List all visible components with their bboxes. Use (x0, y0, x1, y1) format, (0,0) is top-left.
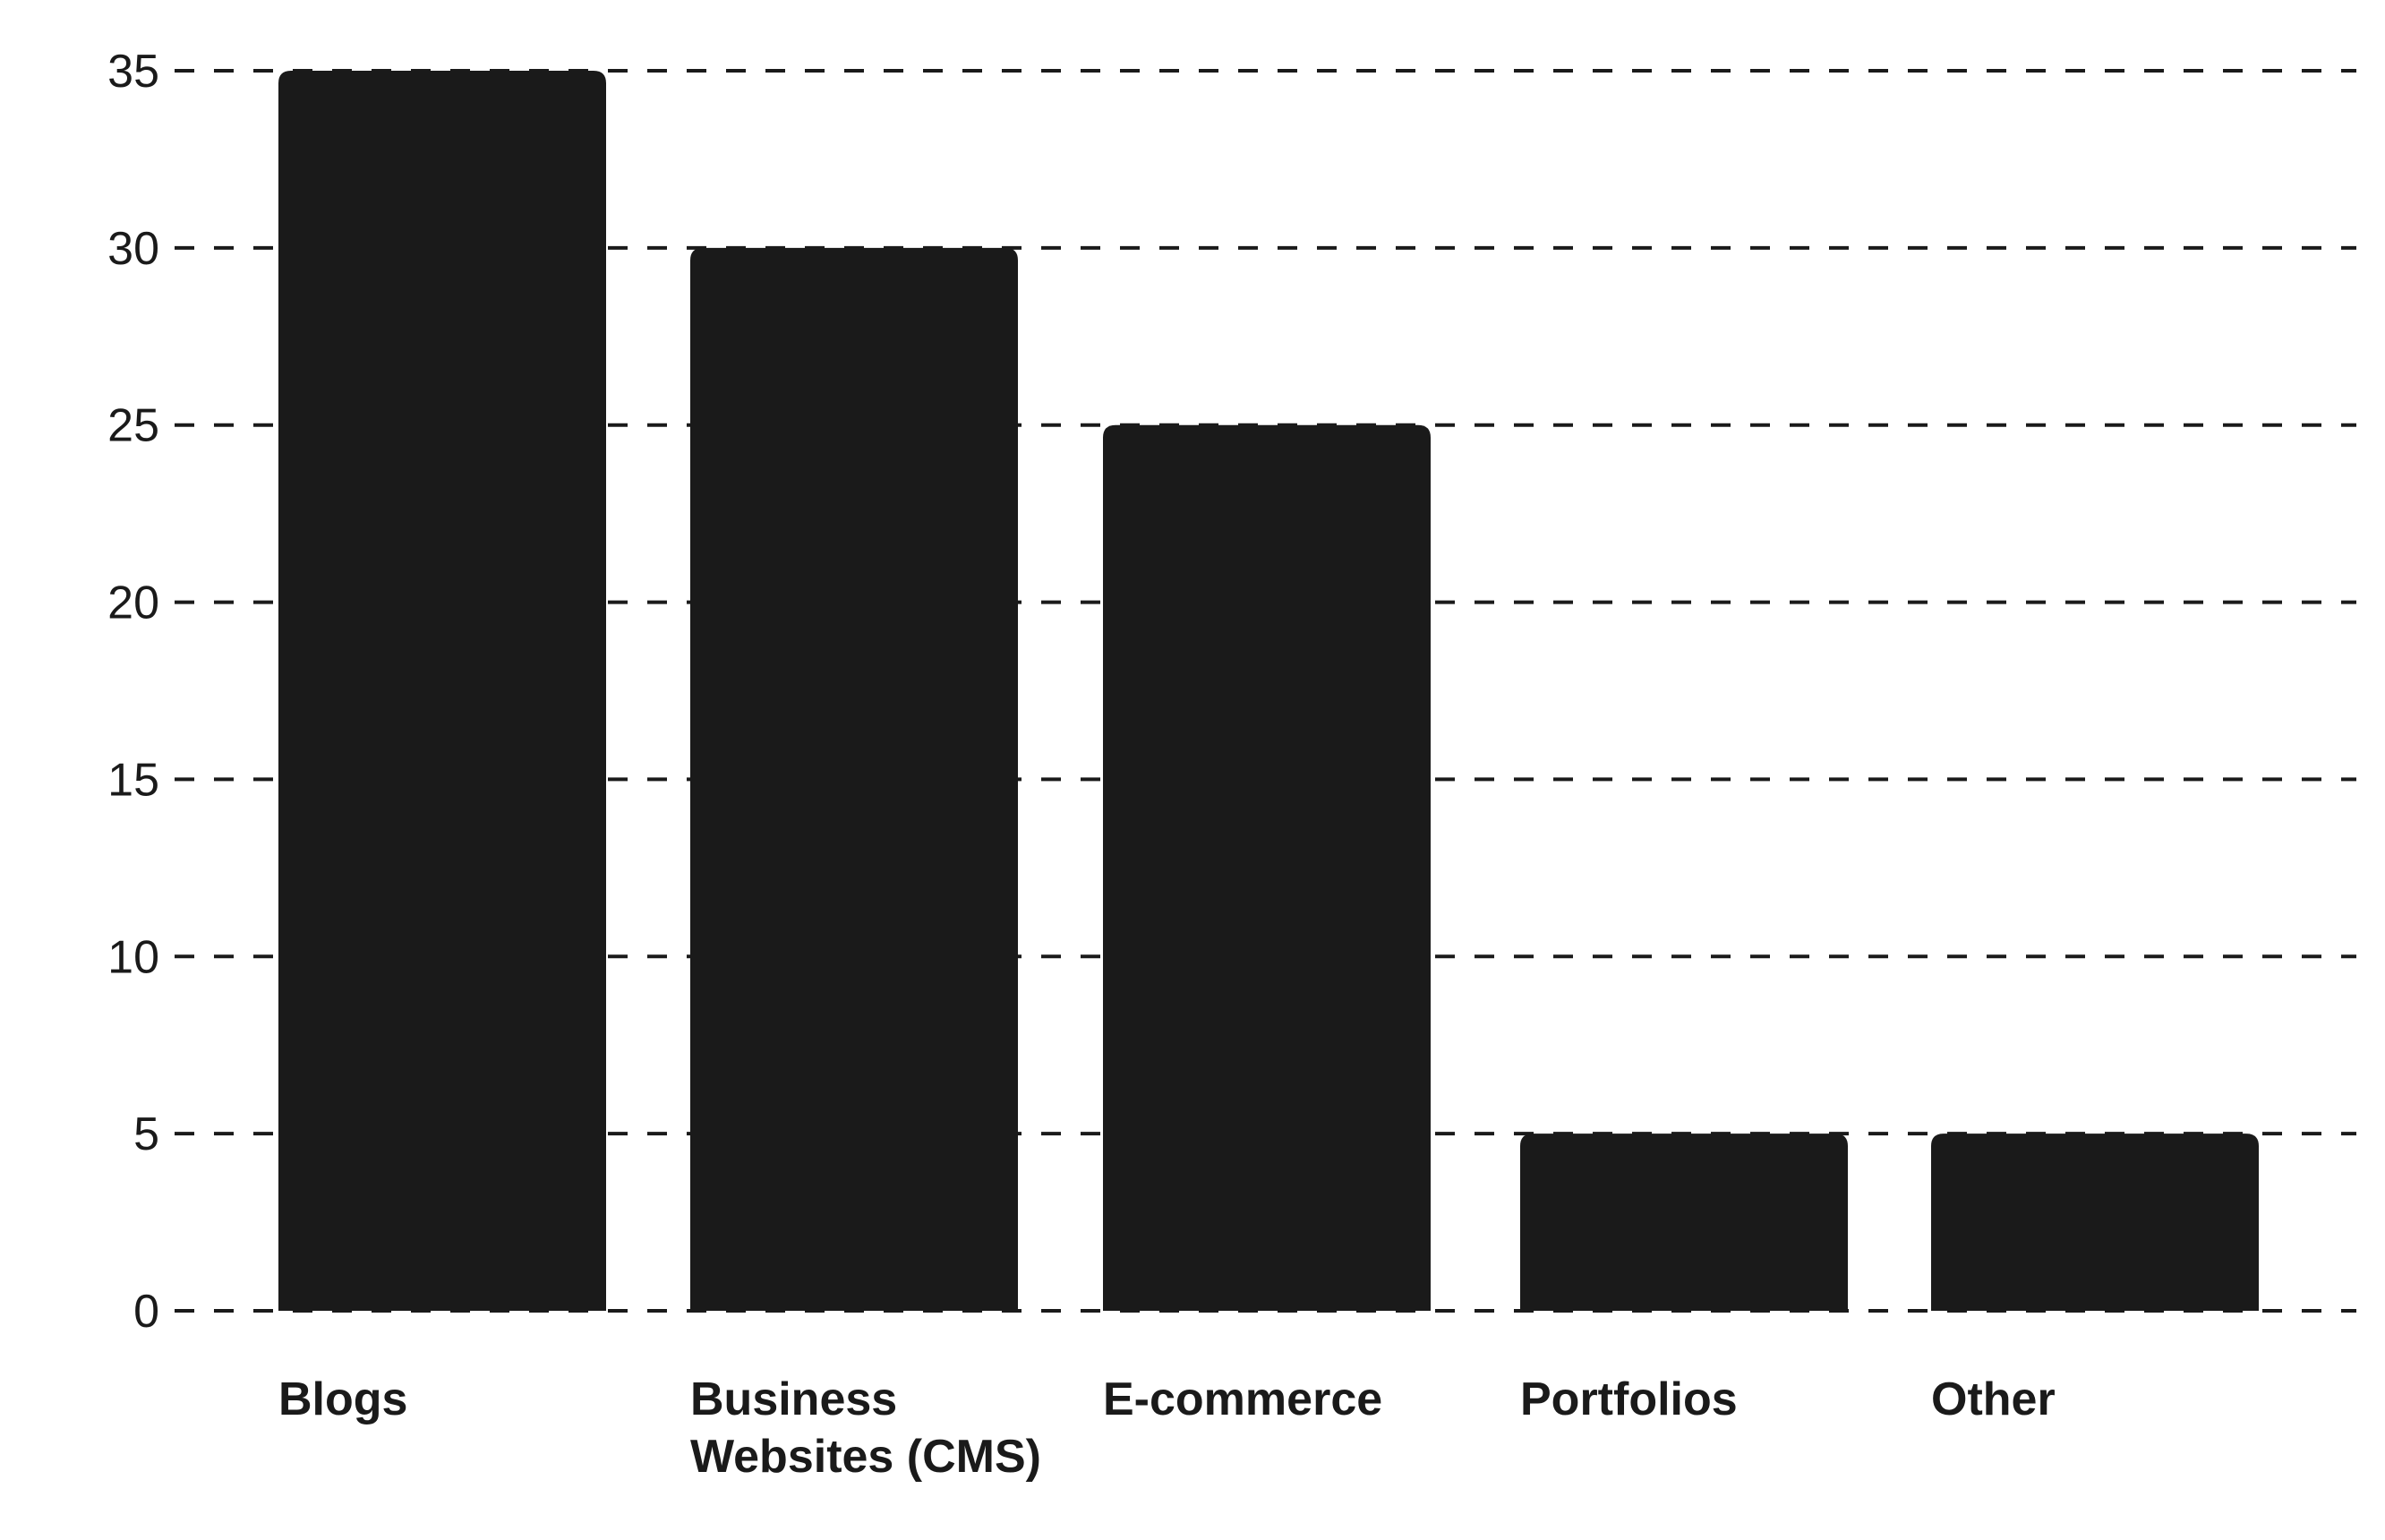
bar-portfolios (1520, 1134, 1848, 1311)
bar-blogs (278, 71, 606, 1311)
y-tick-label-10: 10 (107, 931, 159, 983)
bar-other (1931, 1134, 2259, 1311)
y-tick-label-20: 20 (107, 578, 159, 629)
y-tick-label-0: 0 (133, 1286, 159, 1338)
y-tick-label-35: 35 (107, 46, 159, 98)
y-axis-ticks: 0 5 10 15 20 25 30 35 (107, 46, 159, 1338)
y-tick-label-15: 15 (107, 754, 159, 806)
x-category-label-0: Blogs (278, 1373, 407, 1425)
bar-e-commerce (1103, 424, 1431, 1311)
x-axis-labels: Blogs Business Websites (CMS) E-commerce Por… (278, 1373, 2056, 1483)
bar-business-websites-cms (690, 247, 1018, 1311)
y-tick-label-5: 5 (133, 1108, 159, 1160)
y-tick-label-30: 30 (107, 223, 159, 275)
x-category-label-2: E-commerce (1103, 1373, 1382, 1425)
x-category-label-4: Other (1931, 1373, 2056, 1425)
x-category-label-3: Portfolios (1520, 1373, 1738, 1425)
bars (278, 71, 2259, 1311)
y-tick-label-25: 25 (107, 400, 159, 452)
x-category-label-1: Business Websites (CMS) (690, 1373, 1041, 1483)
